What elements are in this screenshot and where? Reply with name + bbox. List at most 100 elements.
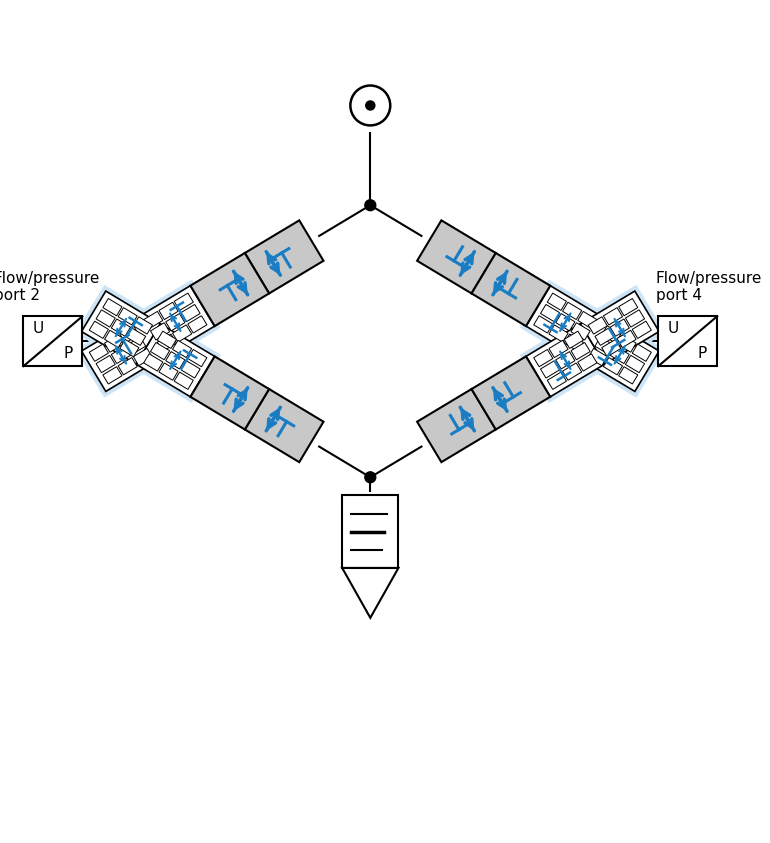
Polygon shape — [610, 346, 629, 363]
Polygon shape — [144, 354, 162, 371]
Polygon shape — [172, 341, 192, 357]
Polygon shape — [578, 354, 597, 371]
Polygon shape — [136, 286, 215, 359]
Polygon shape — [89, 344, 109, 362]
Polygon shape — [564, 331, 584, 348]
Polygon shape — [417, 220, 496, 293]
Polygon shape — [174, 293, 193, 310]
Polygon shape — [632, 344, 651, 362]
Bar — [23, 316, 82, 366]
Polygon shape — [520, 279, 665, 398]
Polygon shape — [82, 291, 160, 364]
Polygon shape — [136, 324, 215, 397]
Polygon shape — [541, 304, 560, 322]
Polygon shape — [604, 308, 622, 325]
Circle shape — [365, 472, 376, 483]
Polygon shape — [188, 316, 207, 333]
Polygon shape — [112, 319, 130, 336]
Polygon shape — [159, 363, 178, 380]
Polygon shape — [541, 361, 560, 378]
Bar — [342, 496, 398, 568]
Polygon shape — [190, 357, 269, 429]
Polygon shape — [157, 331, 176, 348]
Polygon shape — [118, 357, 137, 375]
Polygon shape — [144, 311, 162, 329]
Polygon shape — [581, 291, 659, 364]
Polygon shape — [75, 279, 221, 398]
Polygon shape — [82, 319, 160, 391]
Polygon shape — [581, 319, 659, 391]
Polygon shape — [150, 342, 169, 360]
Polygon shape — [471, 253, 551, 326]
Polygon shape — [526, 324, 604, 397]
Polygon shape — [471, 357, 551, 429]
Text: P: P — [63, 346, 72, 361]
Text: Flow/pressure
port 2: Flow/pressure port 2 — [0, 271, 100, 303]
Polygon shape — [564, 334, 584, 352]
Polygon shape — [625, 356, 644, 373]
Circle shape — [366, 101, 375, 110]
Polygon shape — [174, 372, 193, 389]
Polygon shape — [181, 361, 200, 378]
Text: U: U — [668, 321, 678, 336]
Text: Flow/pressure
port 4: Flow/pressure port 4 — [656, 271, 762, 303]
Polygon shape — [190, 253, 269, 326]
Polygon shape — [595, 337, 614, 354]
Polygon shape — [118, 308, 137, 325]
Polygon shape — [547, 293, 567, 310]
Polygon shape — [245, 389, 323, 462]
Polygon shape — [571, 342, 590, 360]
Polygon shape — [126, 337, 146, 354]
Polygon shape — [188, 350, 207, 367]
Polygon shape — [601, 340, 621, 357]
Polygon shape — [617, 330, 636, 347]
Text: P: P — [698, 346, 707, 361]
Text: U: U — [32, 321, 44, 336]
Polygon shape — [89, 321, 109, 338]
Polygon shape — [618, 298, 638, 316]
Polygon shape — [549, 341, 568, 357]
Polygon shape — [166, 352, 185, 369]
Polygon shape — [556, 314, 575, 330]
Polygon shape — [547, 372, 567, 389]
Polygon shape — [617, 335, 636, 352]
Polygon shape — [75, 285, 221, 403]
Polygon shape — [588, 317, 608, 334]
Polygon shape — [245, 220, 323, 293]
Polygon shape — [595, 328, 614, 346]
Polygon shape — [103, 367, 122, 384]
Polygon shape — [96, 356, 116, 373]
Polygon shape — [417, 389, 496, 462]
Polygon shape — [105, 335, 124, 352]
Polygon shape — [157, 334, 176, 352]
Polygon shape — [588, 348, 608, 366]
Bar — [658, 316, 717, 366]
Polygon shape — [632, 321, 651, 338]
Polygon shape — [610, 319, 629, 336]
Polygon shape — [126, 328, 146, 346]
Polygon shape — [604, 357, 622, 375]
Polygon shape — [96, 310, 116, 327]
Polygon shape — [618, 367, 638, 384]
Polygon shape — [601, 325, 621, 343]
Polygon shape — [571, 323, 590, 340]
Polygon shape — [166, 314, 185, 330]
Polygon shape — [172, 325, 192, 342]
Polygon shape — [112, 346, 130, 363]
Polygon shape — [120, 325, 139, 343]
Polygon shape — [563, 303, 581, 319]
Polygon shape — [105, 330, 124, 347]
Polygon shape — [549, 325, 568, 342]
Polygon shape — [150, 323, 169, 340]
Polygon shape — [578, 311, 597, 329]
Polygon shape — [120, 340, 139, 357]
Polygon shape — [526, 286, 604, 359]
Polygon shape — [181, 304, 200, 322]
Polygon shape — [534, 316, 553, 333]
Polygon shape — [103, 298, 122, 316]
Polygon shape — [556, 352, 575, 369]
Circle shape — [365, 200, 376, 211]
Polygon shape — [133, 317, 152, 334]
Polygon shape — [520, 285, 665, 403]
Polygon shape — [133, 348, 152, 366]
